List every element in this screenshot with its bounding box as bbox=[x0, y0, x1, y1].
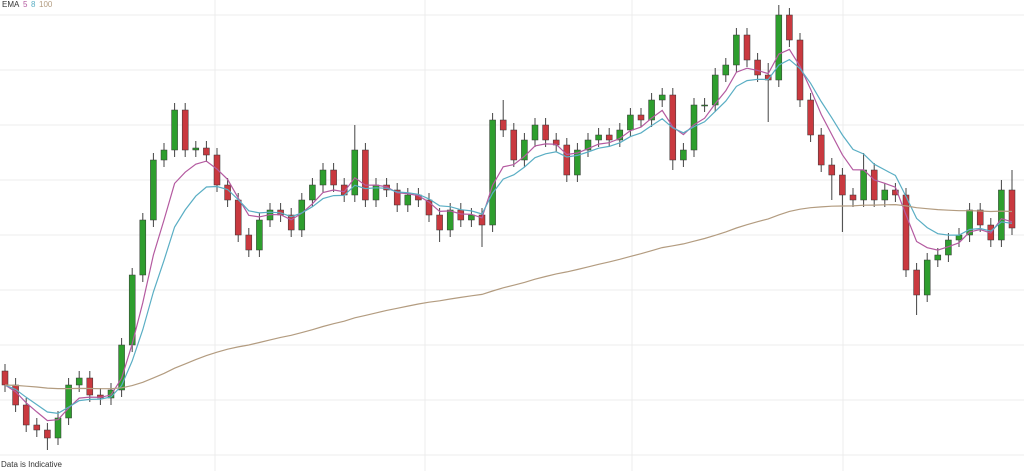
candle-body bbox=[171, 109, 178, 151]
candle-body bbox=[839, 174, 846, 196]
candle-body bbox=[923, 259, 931, 296]
candle-body bbox=[733, 34, 740, 66]
candle-body bbox=[627, 114, 634, 131]
candle-body bbox=[680, 149, 687, 161]
candle-body bbox=[902, 194, 910, 271]
candle-body bbox=[966, 209, 973, 236]
candle-body bbox=[192, 147, 200, 151]
plot bbox=[1, 5, 1016, 450]
candle-body bbox=[150, 159, 157, 221]
candle-body bbox=[722, 64, 730, 76]
candle-body bbox=[796, 39, 804, 101]
candle-body bbox=[54, 417, 62, 439]
candle-body bbox=[287, 214, 295, 231]
ema-line bbox=[4, 203, 1013, 390]
candle-body bbox=[605, 134, 613, 141]
candle-body bbox=[75, 377, 83, 386]
candle-body bbox=[499, 119, 507, 131]
candle-body bbox=[160, 149, 168, 161]
candle-body bbox=[309, 184, 316, 201]
candle-body bbox=[446, 209, 454, 231]
candle-body bbox=[860, 169, 867, 201]
candle-body bbox=[574, 149, 581, 176]
candle-body bbox=[468, 214, 475, 221]
indicator-period: 8 bbox=[31, 0, 36, 9]
candle-body bbox=[234, 199, 242, 236]
candle-body bbox=[913, 269, 920, 296]
candle-body bbox=[478, 214, 486, 226]
candle-body bbox=[181, 109, 189, 151]
ema-line bbox=[4, 58, 1013, 415]
candle-body bbox=[404, 194, 412, 206]
candle-body bbox=[701, 104, 708, 107]
candle-body bbox=[383, 184, 390, 191]
candle-body bbox=[711, 74, 719, 106]
candle-body bbox=[616, 129, 624, 141]
candle-body bbox=[521, 139, 528, 161]
candle-body bbox=[531, 124, 539, 141]
candle-body bbox=[22, 404, 30, 426]
ema-line bbox=[4, 48, 1013, 422]
candle-body bbox=[139, 219, 147, 276]
candle-body bbox=[955, 234, 963, 241]
candle-body bbox=[44, 429, 51, 439]
candle-body bbox=[510, 129, 518, 161]
candle-body bbox=[1008, 189, 1016, 229]
candle-body bbox=[65, 384, 72, 419]
candle-body bbox=[457, 209, 465, 221]
candle-body bbox=[817, 134, 825, 166]
candle-body bbox=[934, 254, 942, 261]
candle-body bbox=[425, 199, 433, 216]
candle-body bbox=[362, 149, 369, 201]
candle-body bbox=[828, 164, 836, 176]
candle-body bbox=[489, 119, 496, 226]
candle-body bbox=[658, 94, 666, 101]
candle-body bbox=[203, 147, 210, 156]
candle-body bbox=[775, 14, 783, 81]
candle-body bbox=[1, 370, 9, 386]
candle-body bbox=[743, 34, 751, 61]
candle-body bbox=[637, 114, 645, 121]
candle-body bbox=[256, 219, 263, 251]
candle-body bbox=[245, 234, 253, 251]
candle-body bbox=[319, 169, 327, 186]
candle-body bbox=[33, 424, 41, 431]
candle-body bbox=[807, 99, 814, 136]
indicator-period: 5 bbox=[23, 0, 28, 9]
candle-body bbox=[998, 189, 1005, 241]
candle-body bbox=[330, 169, 337, 186]
candle-body bbox=[86, 377, 94, 396]
candle-body bbox=[892, 189, 899, 196]
indicator-name: EMA bbox=[2, 0, 20, 9]
candle-body bbox=[213, 154, 221, 186]
candle-body bbox=[849, 194, 857, 201]
candle-body bbox=[393, 189, 401, 206]
candle-body bbox=[976, 209, 984, 226]
candle-body bbox=[595, 134, 602, 141]
candle-body bbox=[870, 169, 878, 201]
candle-body bbox=[542, 124, 549, 141]
candle-body bbox=[563, 144, 571, 176]
candle-body bbox=[786, 14, 793, 41]
candle-body bbox=[351, 149, 359, 196]
footnote: Data is Indicative bbox=[1, 460, 62, 469]
candle-body bbox=[436, 214, 443, 231]
candle-body bbox=[224, 184, 231, 201]
indicator-period: 100 bbox=[39, 0, 53, 9]
candle-body bbox=[648, 99, 655, 121]
candle-body bbox=[118, 344, 125, 391]
candle-body bbox=[881, 189, 889, 201]
candle-body bbox=[754, 59, 761, 76]
candle-body bbox=[584, 139, 592, 151]
